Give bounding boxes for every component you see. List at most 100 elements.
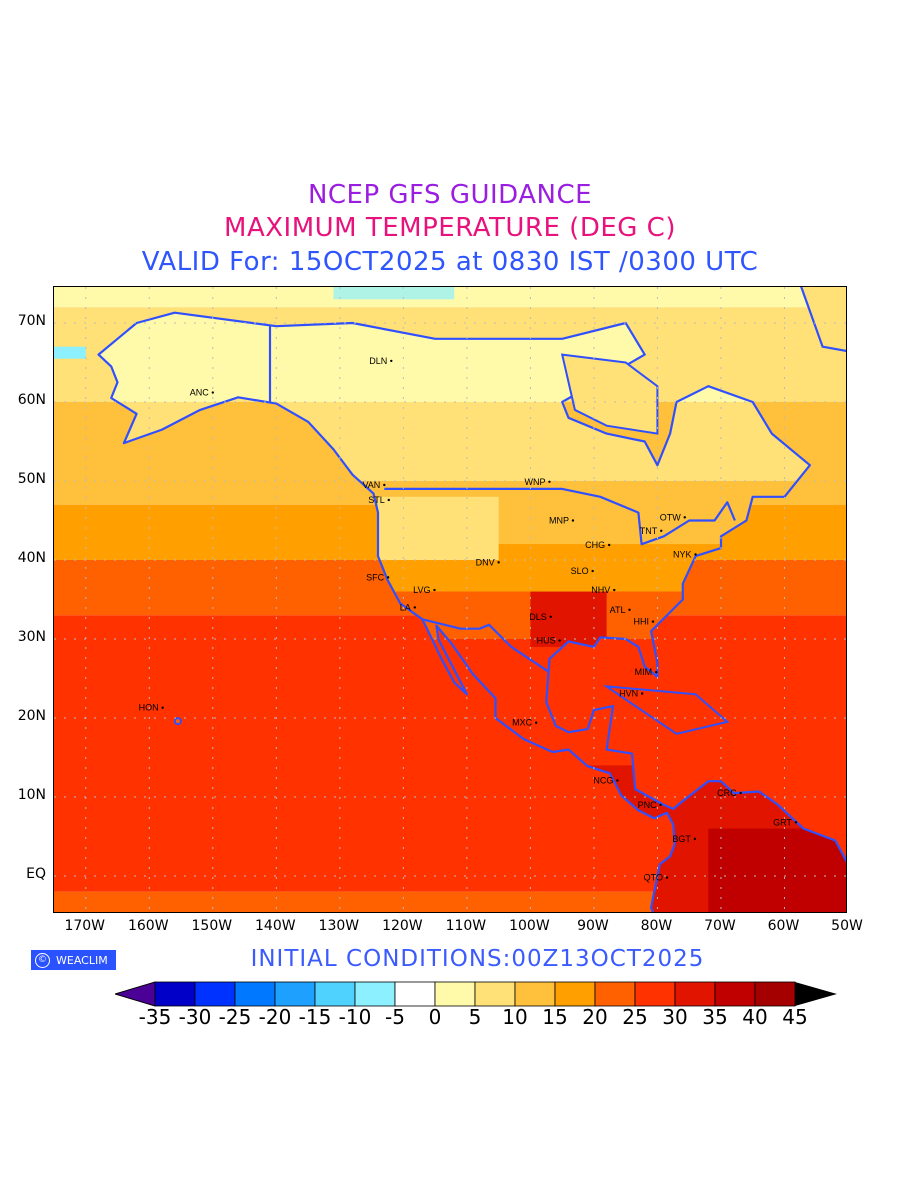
colorbar-swatch [274,981,316,1007]
lon-label: 70W [704,918,736,934]
city-marker [683,516,686,519]
city-label: DLN [369,356,387,366]
title-model: NCEP GFS GUIDANCE [307,180,593,210]
city-label: GRT [773,817,792,827]
colorbar-under-arrow [115,981,156,1007]
colorbar-swatch [474,981,516,1007]
city-marker [390,359,393,363]
city-marker [651,620,655,623]
colorbar-swatch [754,981,796,1007]
logo-text: WEACLIM [56,953,108,967]
initial-conditions: INITIAL CONDITIONS:00Z13OCT2025 [250,946,705,972]
lon-label: 80W [640,918,673,934]
colorbar-label: 45 [782,1005,808,1029]
city-marker [383,483,386,487]
colorbar-swatch [194,981,236,1007]
colorbar-over-arrow [795,982,837,1006]
lat-label: 20N [17,708,46,724]
city-label: TNT [640,526,658,536]
city-marker [739,791,742,795]
ocean-temp-band [54,891,846,912]
city-label: VAN [362,480,380,490]
city-marker [591,569,594,573]
city-marker [794,821,798,824]
city-marker [613,588,616,592]
lon-label: 140W [255,918,296,934]
colorbar-swatch [594,981,636,1007]
us-mexico-border [422,618,549,673]
lon-label: 130W [318,918,360,934]
lon-label: 160W [127,918,169,934]
colorbar-label: -5 [385,1005,405,1029]
city-label: MXC [512,718,533,728]
city-marker [549,615,552,619]
city-label: OTW [660,512,681,522]
land-cool-patch [377,496,499,560]
colorbar-label: -30 [178,1005,212,1029]
colorbar-swatch [314,981,356,1007]
hudson-bay [560,353,659,435]
city-label: NCG [593,775,613,785]
city-marker [548,480,551,483]
city-marker [616,779,619,782]
arctic-cold-patch [333,287,455,300]
land-hot-patch [708,828,846,912]
lat-label: 50N [17,471,46,487]
colorbar-label: 0 [428,1005,442,1029]
city-marker [694,553,697,556]
city-marker [571,519,575,522]
city-marker [386,576,390,579]
city-label: LVG [413,585,430,595]
city-marker [654,670,658,674]
colorbar-swatch [154,981,196,1007]
city-label: HHI [633,617,649,627]
colorbar-label: 10 [502,1005,528,1029]
copyright-icon: © [35,952,50,968]
city-label: DNV [476,557,495,567]
city-label: PNC [638,800,658,810]
title-variable: MAXIMUM TEMPERATURE (DEG C) [224,213,676,243]
colorbar-label: -10 [338,1005,372,1029]
city-marker [497,561,500,564]
lat-label: 70N [17,313,46,329]
city-marker [660,529,663,532]
city-label: NHV [591,585,610,595]
city-label: MNP [549,516,569,526]
colorbar-label: -20 [258,1005,292,1029]
colorbar [115,981,837,1007]
colorbar-label: -25 [218,1005,252,1029]
colorbar-label: 35 [702,1005,728,1029]
colorbar-swatch [514,981,556,1007]
lon-label: 50W [831,918,863,934]
lon-label: 90W [577,918,609,934]
city-label: DLS [529,612,547,622]
colorbar-label: -15 [298,1005,332,1029]
city-label: CHG [585,540,605,550]
city-marker [433,588,436,592]
city-label: HON [139,703,159,713]
lon-label: 100W [509,918,550,934]
colorbar-swatch [234,981,276,1007]
title-valid-time: VALID For: 15OCT2025 at 0830 IST /0300 U… [141,247,759,277]
colorbar-swatch [674,981,716,1007]
colorbar-label: 40 [742,1005,768,1029]
lon-label: 150W [191,918,233,934]
colorbar-swatch [394,981,436,1007]
city-label: CRC [717,788,737,798]
city-marker [659,803,662,807]
city-marker [534,721,538,724]
colorbar-label: 25 [622,1005,648,1029]
city-label: SLO [571,566,589,576]
colorbar-label: -35 [138,1005,172,1029]
city-marker [161,706,164,709]
coastline [97,311,846,912]
colorbar-swatch [634,981,676,1007]
city-marker [211,391,214,394]
lat-label: EQ [26,866,46,882]
colorbar-label: 5 [468,1005,482,1029]
lon-label: 120W [382,918,423,934]
us-canada-border [384,487,736,546]
city-marker [640,692,644,695]
city-marker [413,606,416,609]
